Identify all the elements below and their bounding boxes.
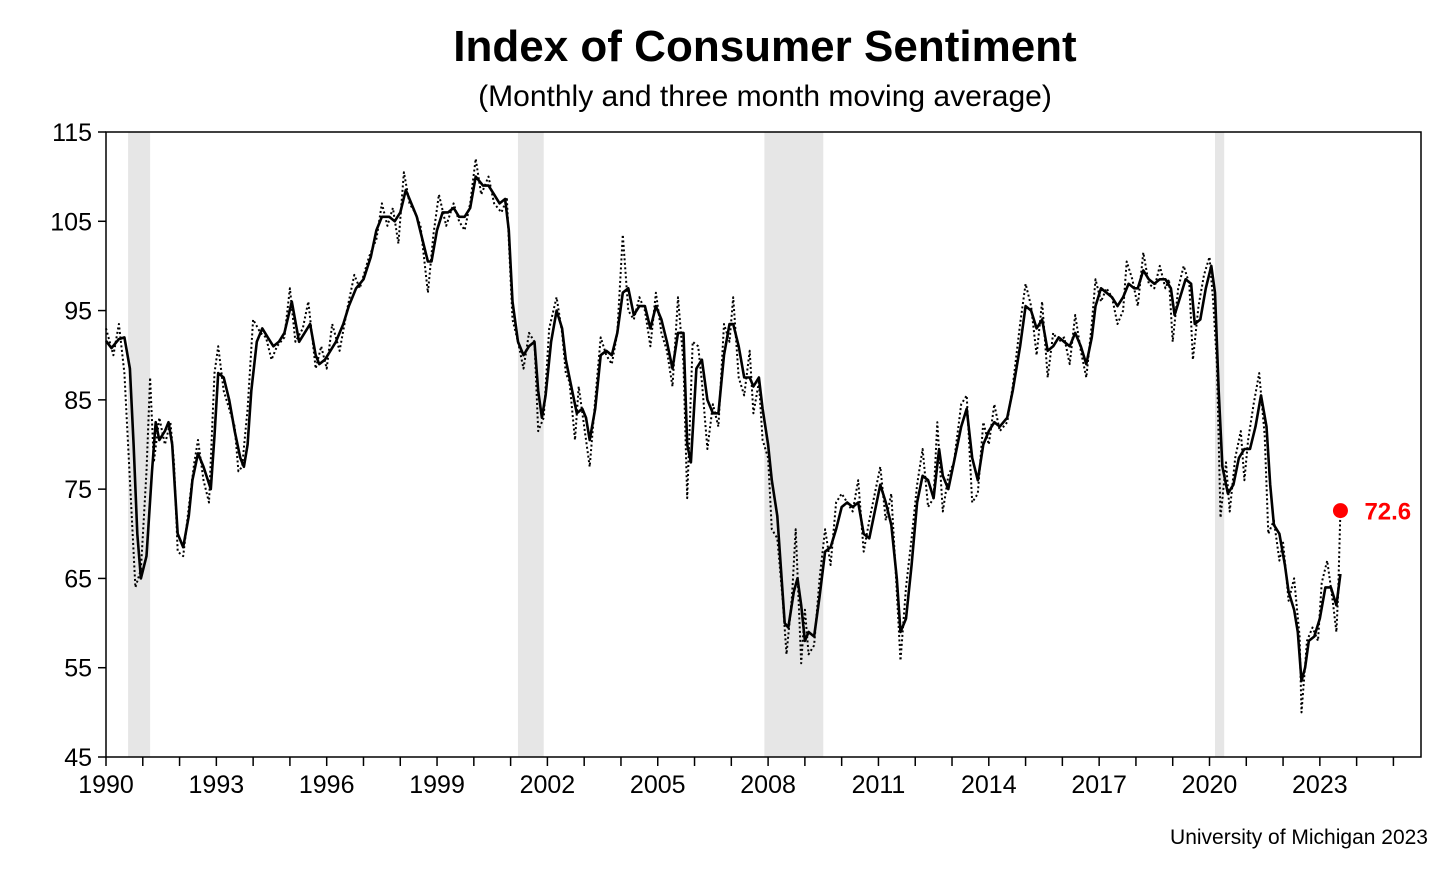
moving-average-line: [104, 175, 1342, 683]
y-axis: 45 55 65 75 85 95 105 115: [50, 119, 106, 772]
x-tick-label: 1990: [78, 771, 134, 799]
y-tick-label: 85: [64, 387, 92, 415]
x-tick-label: 2014: [961, 771, 1017, 799]
recession-band-0: [128, 132, 151, 757]
y-tick-label: 95: [64, 298, 92, 326]
last-value-point: [1332, 503, 1348, 519]
x-tick-label: 1996: [299, 771, 355, 799]
x-tick-label: 2008: [740, 771, 796, 799]
x-tick-label: 1999: [409, 771, 465, 799]
recession-shading: [128, 132, 1225, 757]
y-tick-label: 75: [64, 476, 92, 504]
x-tick-label: 2002: [520, 771, 576, 799]
last-value-marker: 72.6: [1332, 499, 1411, 526]
x-tick-label: 2017: [1071, 771, 1127, 799]
y-tick-label: 45: [64, 744, 92, 772]
plot-frame: [105, 131, 1422, 758]
recession-band-1: [517, 132, 544, 757]
x-axis: 1990 1993 1996 1999 2002 2005 2008 2011 2014 2017…: [78, 757, 1395, 799]
y-tick-label: 105: [50, 208, 92, 236]
y-tick-label: 55: [64, 655, 92, 683]
recession-band-3: [1215, 132, 1225, 757]
x-tick-label: 2020: [1182, 771, 1238, 799]
chart-subtitle: (Monthly and three month moving average): [478, 80, 1052, 113]
x-tick-label: 1993: [189, 771, 245, 799]
y-tick-label: 115: [52, 119, 92, 147]
series-lines: [104, 157, 1342, 714]
x-tick-label: 2005: [630, 771, 686, 799]
source-note: University of Michigan 2023: [1170, 826, 1428, 849]
last-value-label: 72.6: [1364, 499, 1411, 526]
monthly-series-line: [105, 157, 1342, 714]
x-tick-label: 2011: [852, 771, 906, 799]
recession-band-2: [764, 132, 824, 757]
chart-title: Index of Consumer Sentiment: [453, 22, 1077, 71]
x-tick-label: 2023: [1292, 771, 1348, 799]
y-tick-label: 65: [64, 565, 92, 593]
